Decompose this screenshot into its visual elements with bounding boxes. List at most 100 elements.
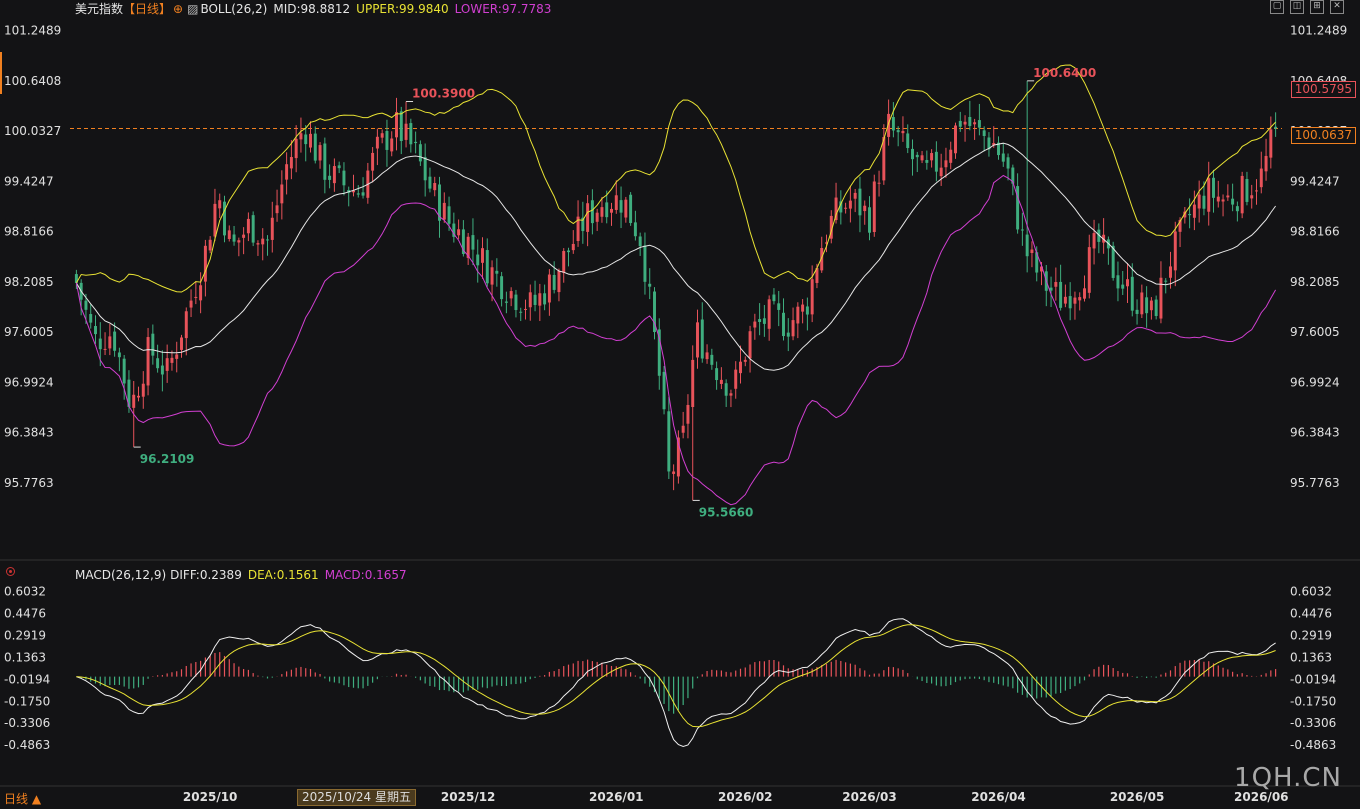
candle — [834, 182, 838, 224]
candle-body — [117, 352, 121, 358]
candle-body — [600, 207, 604, 217]
candle-body — [543, 293, 547, 305]
candle — [1231, 183, 1235, 212]
candle-body — [395, 112, 398, 138]
extreme-label: 100.3900 — [412, 87, 475, 101]
boll-label: BOLL(26,2) — [200, 2, 268, 16]
period-tab[interactable]: 日线 ▲ — [4, 792, 42, 806]
candle-body — [982, 130, 986, 137]
candle-body — [739, 361, 742, 374]
candle — [1235, 201, 1239, 222]
candle-body — [853, 192, 857, 199]
candle-body — [342, 170, 346, 186]
candle — [1207, 161, 1211, 226]
candle — [705, 344, 709, 364]
candle — [686, 394, 690, 439]
candle-body — [1231, 198, 1235, 205]
candle — [476, 239, 480, 283]
candle-body — [1016, 186, 1020, 230]
candle-body — [1087, 247, 1091, 293]
extreme-label: 100.6400 — [1033, 66, 1096, 80]
candle-body — [968, 117, 972, 127]
candle — [1059, 264, 1063, 311]
candle-body — [328, 175, 332, 180]
candle-body — [447, 206, 451, 224]
candle-body — [1059, 281, 1063, 308]
candle-body — [973, 122, 977, 125]
candle-body — [667, 411, 671, 472]
candle — [958, 111, 962, 132]
candle-body — [1154, 299, 1158, 317]
candle — [117, 347, 121, 372]
close-icon[interactable]: ✕ — [1330, 0, 1344, 14]
layout-icon[interactable]: ⊞ — [1310, 0, 1324, 14]
macd-tick-left: 0.4476 — [4, 607, 46, 621]
date-tick: 2026/02 — [718, 790, 772, 804]
candle — [805, 297, 809, 331]
price-tick-right: 96.9924 — [1290, 375, 1340, 389]
candle-body — [1274, 126, 1278, 129]
candle — [992, 126, 996, 148]
candle — [848, 186, 852, 223]
price-tick-right: 101.2489 — [1290, 23, 1347, 37]
candle-body — [299, 133, 303, 140]
macd-panel — [76, 618, 1277, 748]
candle — [576, 200, 580, 247]
candle-body — [1126, 279, 1129, 287]
period-label[interactable]: 【日线】 — [123, 2, 172, 16]
candle — [103, 332, 107, 356]
candle — [223, 195, 226, 243]
candle — [1116, 261, 1120, 302]
date-tick: 2026/04 — [971, 790, 1025, 804]
candle-body — [810, 279, 814, 315]
candle — [648, 268, 652, 300]
candle-body — [605, 202, 609, 218]
macd-diff-label: DIFF:0.2389 — [170, 568, 242, 582]
candle-body — [848, 200, 852, 209]
macd-value-label: MACD:0.1657 — [324, 568, 407, 582]
macd-tick-right: 0.6032 — [1290, 585, 1332, 599]
macd-dea-line — [76, 624, 1276, 728]
macd-tick-left: 0.6032 — [4, 585, 46, 599]
record-icon[interactable] — [6, 567, 15, 576]
candle-body — [920, 155, 924, 161]
boll-lower-label: LOWER:97.7783 — [454, 2, 552, 16]
candle — [328, 164, 332, 189]
candle — [586, 195, 590, 247]
candle-body — [1135, 309, 1139, 314]
candle-body — [762, 318, 766, 324]
candle — [318, 142, 322, 169]
candle — [433, 176, 437, 197]
candle — [1264, 138, 1268, 181]
candle — [299, 117, 303, 153]
candle — [495, 258, 499, 287]
indicator-icon[interactable]: ▨ — [187, 2, 199, 16]
settings-icon[interactable]: ⊕ — [173, 2, 184, 16]
candle-body — [1264, 155, 1268, 172]
macd-header: MACD(26,12,9) DIFF:0.2389 DEA:0.1561 MACD:0… — [75, 568, 413, 582]
candle — [371, 147, 375, 183]
candle — [213, 188, 217, 242]
candle — [1020, 212, 1024, 246]
candle — [280, 170, 284, 220]
candle-body — [772, 294, 776, 302]
candle-body — [481, 248, 484, 263]
split-icon[interactable]: ◫ — [1290, 0, 1304, 14]
candle — [1106, 236, 1110, 265]
candle — [977, 103, 981, 136]
candle — [901, 116, 905, 142]
candle — [944, 147, 948, 178]
candle-body — [1192, 204, 1196, 218]
candle — [1145, 286, 1149, 328]
candle — [729, 389, 733, 408]
restore-icon[interactable]: ▢ — [1270, 0, 1284, 14]
price-tick-right: 98.2085 — [1290, 275, 1340, 289]
candle — [1216, 180, 1220, 208]
candle-body — [509, 291, 513, 299]
candle-body — [275, 205, 279, 214]
candle — [710, 348, 714, 370]
price-tick-right: 98.8166 — [1290, 225, 1340, 239]
candle — [208, 236, 212, 254]
candle-body — [681, 425, 685, 433]
